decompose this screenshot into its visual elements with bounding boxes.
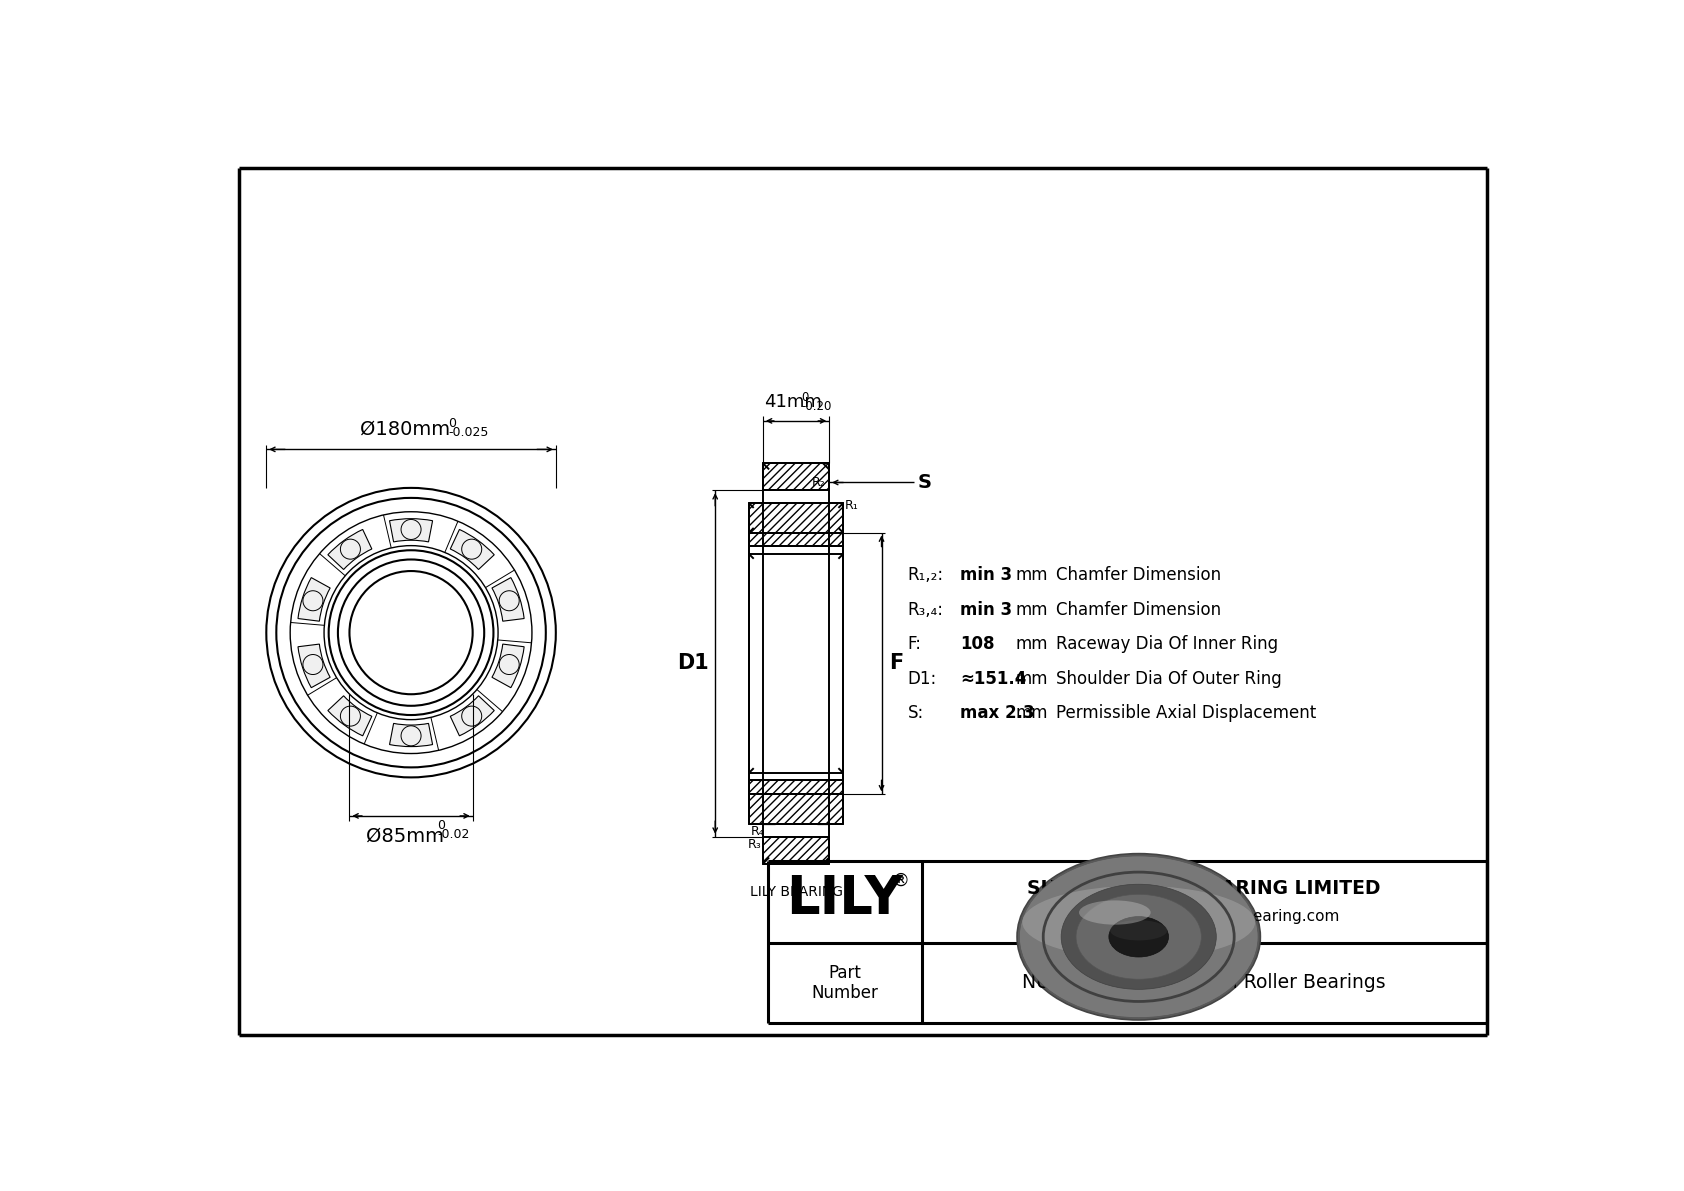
Ellipse shape xyxy=(1019,856,1258,1017)
Text: Raceway Dia Of Inner Ring: Raceway Dia Of Inner Ring xyxy=(1056,635,1278,653)
Text: -0.20: -0.20 xyxy=(802,400,832,413)
Text: mm: mm xyxy=(1015,705,1047,723)
Wedge shape xyxy=(328,696,372,736)
Text: R₂: R₂ xyxy=(812,476,825,490)
Wedge shape xyxy=(328,530,372,569)
Text: LILY BEARING: LILY BEARING xyxy=(749,885,842,899)
Text: R₄: R₄ xyxy=(751,825,765,838)
Text: ®: ® xyxy=(891,872,909,890)
Text: 41mm: 41mm xyxy=(765,393,822,411)
Text: D1: D1 xyxy=(677,654,709,673)
Text: min 3: min 3 xyxy=(960,566,1012,584)
Ellipse shape xyxy=(1079,900,1150,924)
Bar xyxy=(749,504,844,532)
Wedge shape xyxy=(450,530,493,569)
Bar xyxy=(749,554,844,773)
Text: R₁: R₁ xyxy=(845,499,859,512)
Text: 0: 0 xyxy=(802,391,808,404)
Text: Chamfer Dimension: Chamfer Dimension xyxy=(1056,600,1221,618)
Text: SHANGHAI LILY BEARING LIMITED: SHANGHAI LILY BEARING LIMITED xyxy=(1027,879,1381,898)
Text: Email: lilybearing@lily-bearing.com: Email: lilybearing@lily-bearing.com xyxy=(1068,909,1340,923)
Wedge shape xyxy=(492,644,524,687)
Bar xyxy=(749,794,844,824)
Text: ≈151.4: ≈151.4 xyxy=(960,669,1027,688)
Bar xyxy=(763,837,829,863)
Text: R₃: R₃ xyxy=(748,838,761,852)
Bar xyxy=(763,794,775,824)
Text: F: F xyxy=(889,654,904,673)
Bar xyxy=(749,780,844,794)
Text: 108: 108 xyxy=(960,635,995,653)
Wedge shape xyxy=(492,578,524,622)
Text: S:: S: xyxy=(908,705,925,723)
Bar xyxy=(817,794,829,824)
Ellipse shape xyxy=(1108,917,1169,958)
Text: S: S xyxy=(918,473,931,492)
Text: NU 317 ECP Cylindrical Roller Bearings: NU 317 ECP Cylindrical Roller Bearings xyxy=(1022,973,1386,992)
Text: Chamfer Dimension: Chamfer Dimension xyxy=(1056,566,1221,584)
Wedge shape xyxy=(389,518,433,542)
Text: -0.02: -0.02 xyxy=(438,828,470,841)
Bar xyxy=(763,504,775,532)
Text: R₃,₄:: R₃,₄: xyxy=(908,600,943,618)
Text: Permissible Axial Displacement: Permissible Axial Displacement xyxy=(1056,705,1315,723)
Text: Ø180mm: Ø180mm xyxy=(360,419,450,438)
Ellipse shape xyxy=(1022,886,1255,959)
Text: -0.025: -0.025 xyxy=(448,426,488,439)
Wedge shape xyxy=(389,723,433,747)
Text: D1:: D1: xyxy=(908,669,936,688)
Text: LILY: LILY xyxy=(786,873,903,925)
Ellipse shape xyxy=(1061,884,1216,990)
Text: R₁,₂:: R₁,₂: xyxy=(908,566,943,584)
Text: mm: mm xyxy=(1015,669,1047,688)
Bar xyxy=(763,463,829,491)
Text: mm: mm xyxy=(1015,600,1047,618)
Ellipse shape xyxy=(1017,854,1260,1019)
Ellipse shape xyxy=(1110,921,1167,941)
Bar xyxy=(817,504,829,532)
Bar xyxy=(749,532,844,547)
Wedge shape xyxy=(298,644,330,687)
Text: Ø85mm: Ø85mm xyxy=(365,827,445,846)
Ellipse shape xyxy=(1076,894,1201,979)
Text: mm: mm xyxy=(1015,566,1047,584)
Text: mm: mm xyxy=(1015,635,1047,653)
Wedge shape xyxy=(450,696,493,736)
Text: 0: 0 xyxy=(438,819,445,833)
Text: Part
Number: Part Number xyxy=(812,964,877,1003)
Text: max 2.3: max 2.3 xyxy=(960,705,1034,723)
Text: Shoulder Dia Of Outer Ring: Shoulder Dia Of Outer Ring xyxy=(1056,669,1282,688)
Text: F:: F: xyxy=(908,635,921,653)
Text: min 3: min 3 xyxy=(960,600,1012,618)
Text: 0: 0 xyxy=(448,417,456,430)
Wedge shape xyxy=(298,578,330,622)
